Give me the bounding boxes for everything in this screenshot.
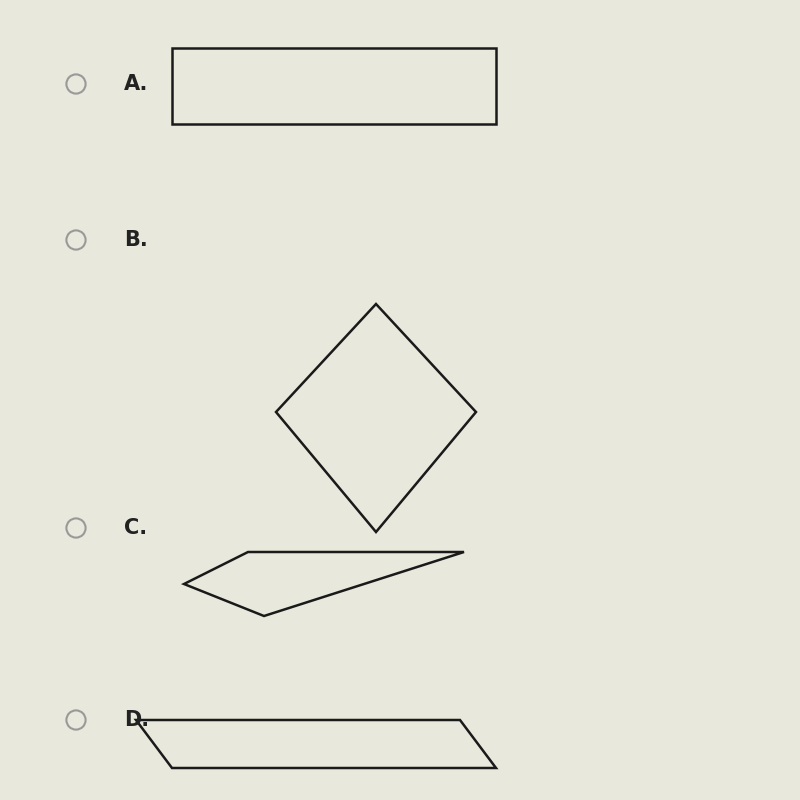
Text: B.: B. xyxy=(124,230,148,250)
Text: A.: A. xyxy=(124,74,148,94)
Text: C.: C. xyxy=(124,518,147,538)
Text: D.: D. xyxy=(124,710,149,730)
